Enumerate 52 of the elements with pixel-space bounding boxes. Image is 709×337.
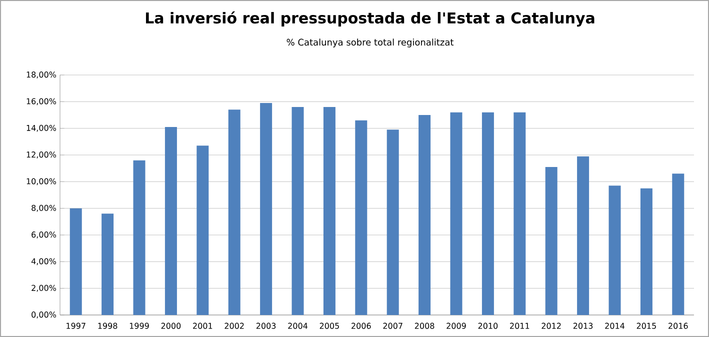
- y-tick-label: 12,00%: [26, 152, 56, 158]
- bar: [514, 112, 526, 315]
- bar: [164, 126, 177, 315]
- x-tick-label: 1999: [130, 322, 149, 329]
- x-tick-label: 2007: [383, 322, 402, 329]
- x-tick-label: 2006: [352, 322, 371, 329]
- bar: [482, 112, 494, 315]
- x-tick-label: 2015: [636, 322, 656, 329]
- bar: [70, 208, 82, 315]
- bar: [355, 120, 368, 315]
- chart-title: La inversió real pressupostada de l'Estat a Catalunya: [146, 11, 594, 27]
- x-tick-label: 1998: [98, 322, 118, 329]
- bar: [323, 106, 336, 315]
- bar: [133, 160, 146, 315]
- x-tick-label: 2012: [542, 322, 561, 329]
- x-tick-label: 2013: [573, 322, 593, 329]
- bar: [640, 188, 652, 315]
- y-tick-label: 14,00%: [26, 124, 56, 132]
- x-tick-label: 2001: [193, 322, 212, 329]
- bar: [608, 186, 621, 315]
- x-tick-label: 2014: [605, 322, 624, 329]
- x-tick-label: 2008: [414, 322, 434, 329]
- x-tick-label: 2005: [320, 322, 339, 329]
- y-tick-label: 18,00%: [26, 72, 56, 78]
- y-tick-label: 8,00%: [32, 204, 56, 212]
- bar: [577, 156, 590, 315]
- bar: [418, 114, 431, 315]
- bar: [196, 146, 209, 315]
- y-tick-label: 2,00%: [32, 284, 56, 292]
- y-tick-label: 0,00%: [32, 312, 56, 318]
- y-tick-label: 6,00%: [32, 232, 56, 238]
- x-tick-label: 2016: [668, 322, 688, 329]
- x-tick-label: 2004: [288, 322, 308, 329]
- x-tick-label: 2002: [224, 322, 244, 329]
- x-tick-label: 2000: [161, 322, 181, 329]
- bar: [102, 214, 114, 315]
- y-tick-label: 10,00%: [26, 178, 56, 186]
- x-tick-label: 2003: [256, 322, 276, 329]
- x-tick-label: 2010: [478, 322, 498, 329]
- y-tick-label: 16,00%: [26, 98, 56, 106]
- y-tick-label: 4,00%: [31, 258, 56, 266]
- bar: [545, 166, 558, 315]
- bar: [450, 112, 462, 315]
- chart-subtitle: % Catalunya sobre total regionalitzat: [286, 38, 454, 48]
- x-tick-label: 2009: [446, 322, 466, 329]
- bar: [672, 174, 684, 315]
- bar: [292, 106, 304, 315]
- bar: [386, 130, 399, 315]
- x-tick-label: 2011: [510, 322, 530, 329]
- bar: [260, 102, 272, 315]
- x-tick-label: 1997: [66, 322, 86, 329]
- bar: [228, 110, 240, 315]
